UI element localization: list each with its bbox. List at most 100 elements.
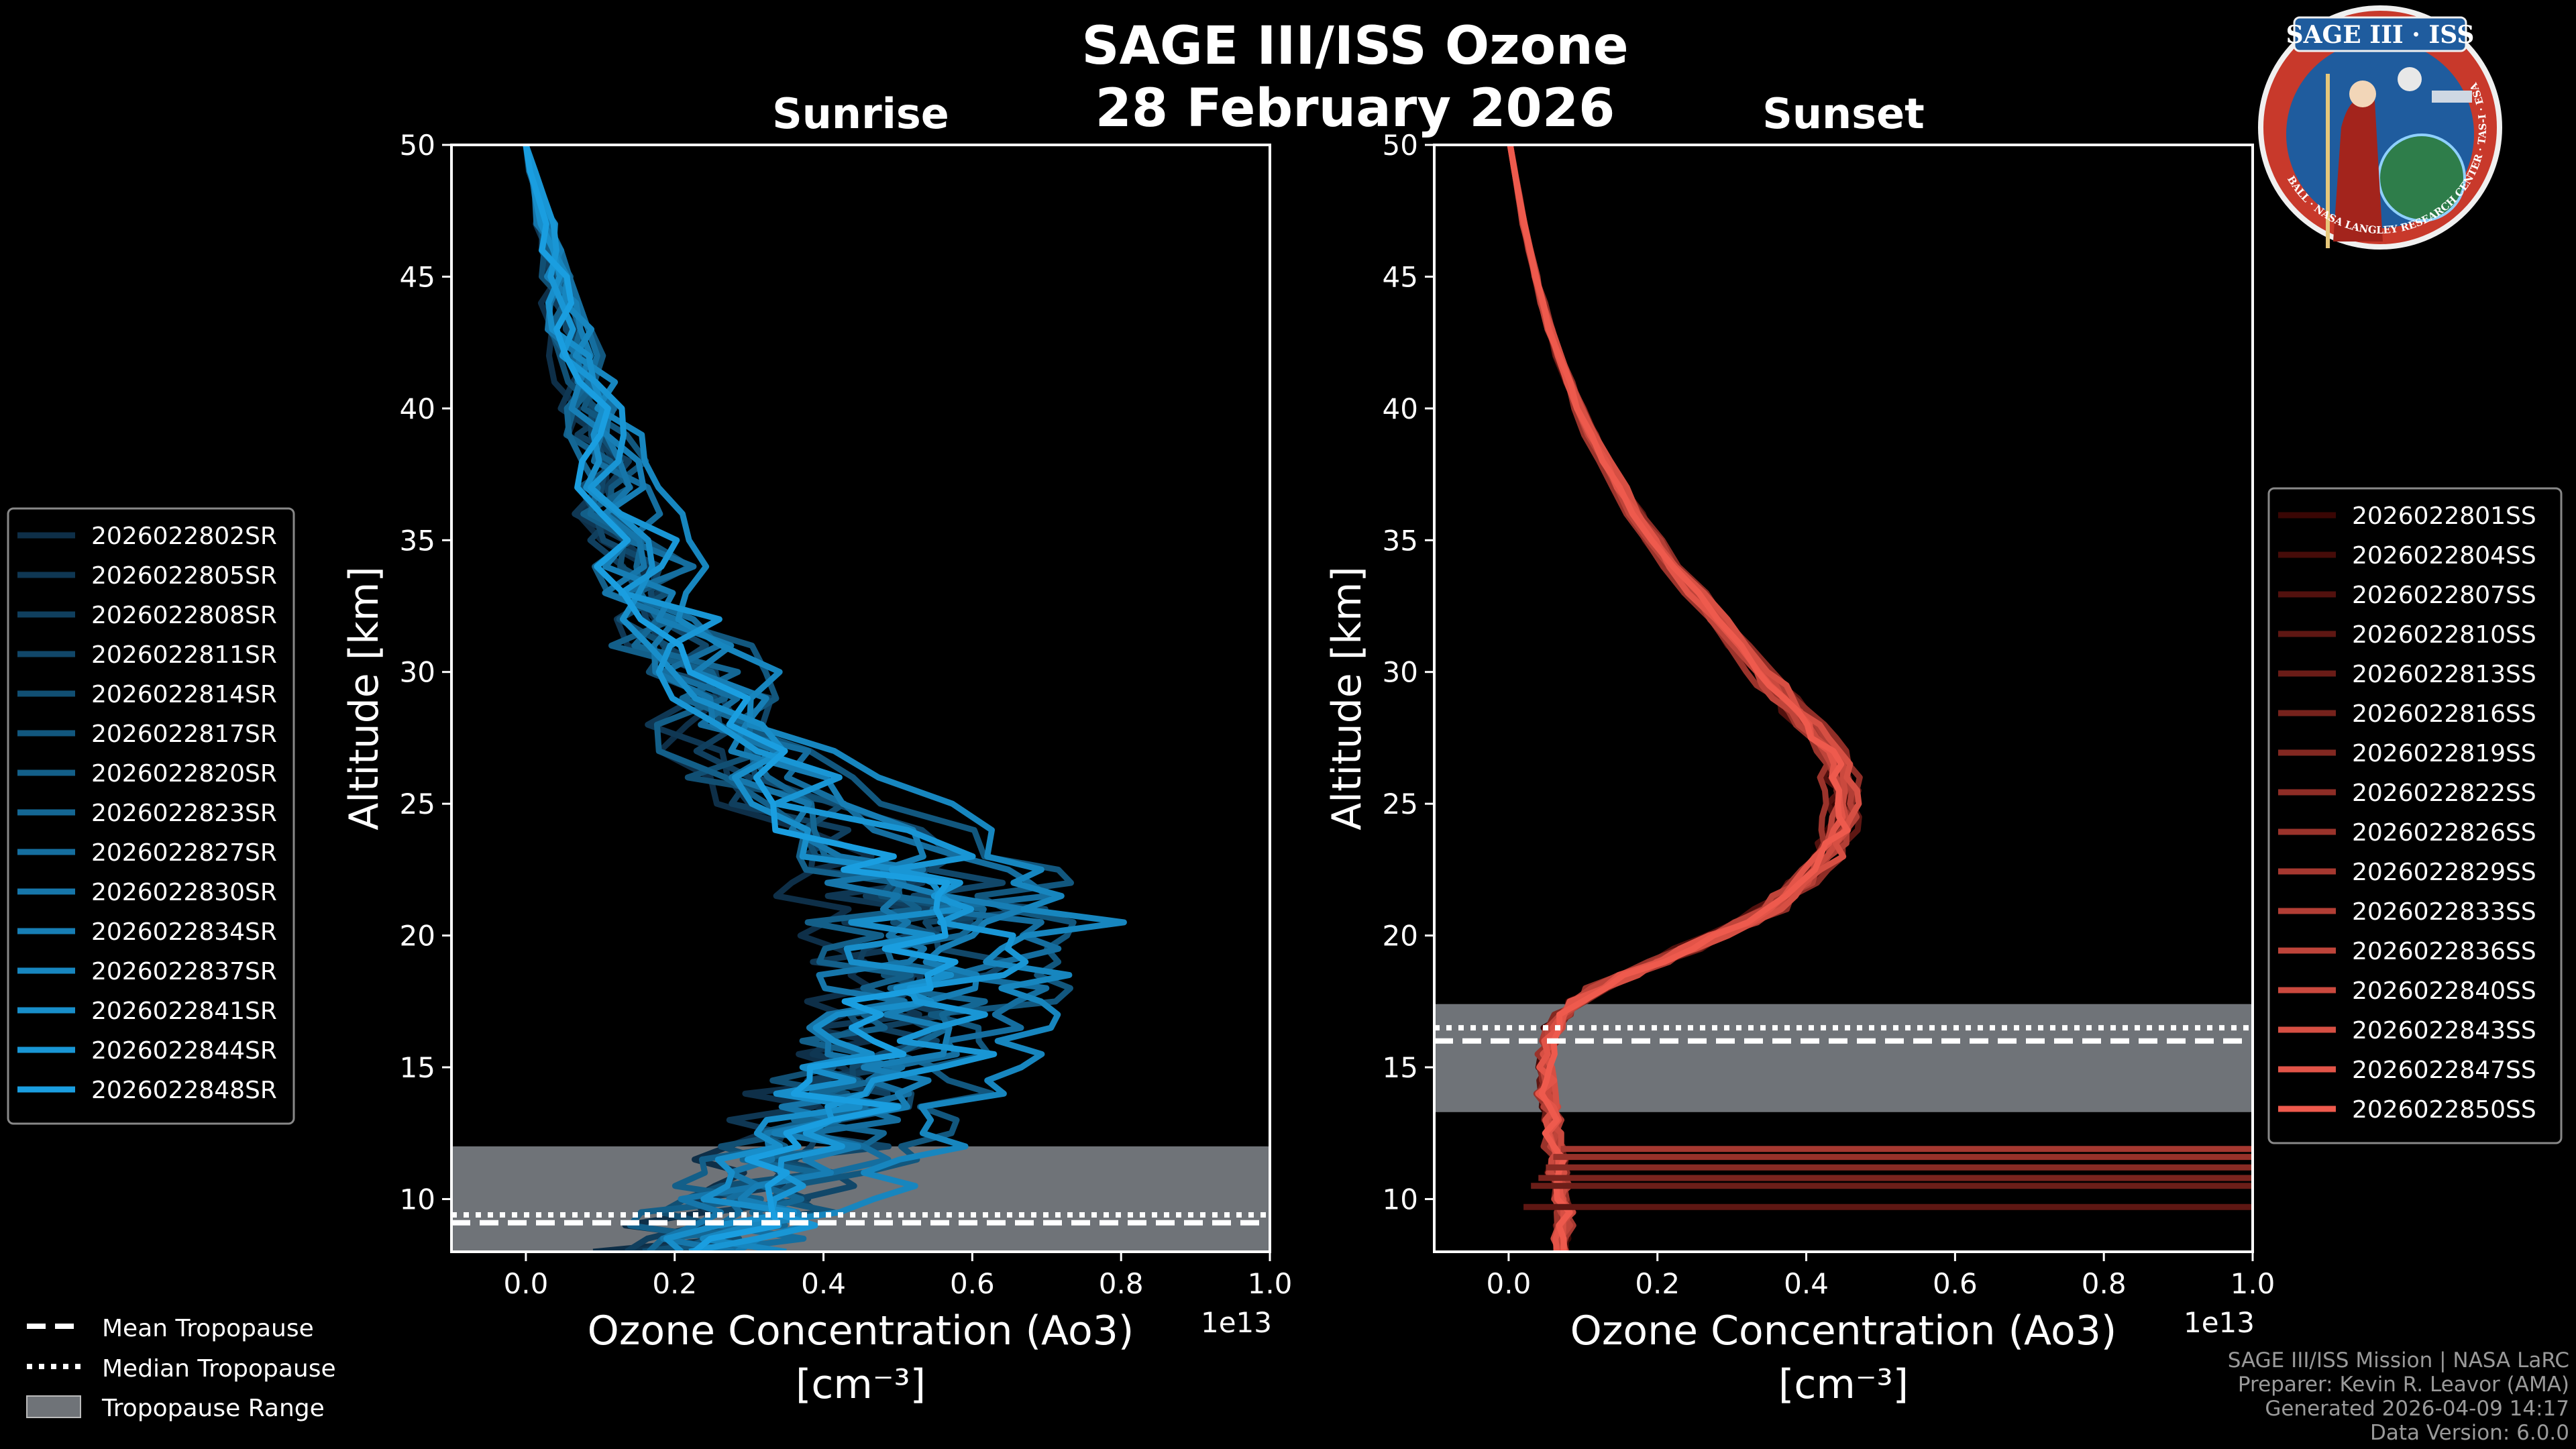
y-tick-label: 10	[1383, 1183, 1418, 1216]
axes-frame	[450, 144, 1271, 1253]
legend-label: 2026022840SS	[2352, 977, 2536, 1005]
sunrise-legend: 2026022802SR 2026022805SR 2026022808SR 2026…	[7, 507, 295, 1125]
y-tick-label: 20	[1383, 920, 1418, 953]
figure-title-line2: 28 February 2026	[1095, 78, 1615, 139]
footer-line-1: SAGE III/ISS Mission | NASA LaRC	[2228, 1348, 2569, 1373]
badge-title: SAGE III · ISS	[2286, 21, 2475, 49]
panel-title: Sunrise	[772, 89, 949, 138]
legend-label: 2026022811SR	[91, 641, 277, 669]
y-tick-label: 30	[400, 656, 435, 689]
legend-label: 2026022836SS	[2352, 938, 2536, 965]
x-axis-units: [cm⁻³]	[1778, 1361, 1909, 1408]
legend-box	[2267, 487, 2563, 1144]
legend-label: 2026022850SS	[2352, 1096, 2536, 1124]
legend-box	[7, 507, 295, 1125]
legend-label: 2026022827SR	[91, 839, 277, 867]
sunset-legend: 2026022801SS 2026022804SS 2026022807SS 2026…	[2267, 487, 2563, 1144]
legend-label: 2026022814SR	[91, 681, 277, 708]
legend-label: 2026022843SS	[2352, 1017, 2536, 1044]
footer-line-2: Preparer: Kevin R. Leavor (AMA)	[2238, 1373, 2569, 1397]
legend-label: 2026022810SS	[2352, 621, 2536, 649]
legend-label: 2026022848SR	[91, 1077, 277, 1104]
panel-title: Sunset	[1762, 89, 1925, 138]
tropopause-range-band	[1434, 1004, 2253, 1112]
sunrise-panel: 10 15 20 25 30 35 40 45 50 0.0 0.2 0.4 0.6 0.8 1.0 1e13…	[341, 89, 1292, 1408]
mission-badge: SAGE III · ISS BALL · NASA LANGLEY RESEA…	[2258, 5, 2502, 250]
y-tick-label: 10	[400, 1183, 435, 1216]
y-tick-label: 40	[1383, 392, 1418, 425]
tropopause-range-label: Tropopause Range	[101, 1395, 325, 1422]
y-tick-label: 40	[400, 392, 435, 425]
x-axis-units: [cm⁻³]	[796, 1361, 926, 1408]
y-tick-label: 25	[1383, 788, 1418, 820]
y-tick-label: 35	[400, 524, 435, 557]
footer-line-3: Generated 2026-04-09 14:17	[2265, 1397, 2569, 1421]
y-tick-label: 15	[400, 1051, 435, 1084]
x-axis-label: Ozone Concentration (Ao3)	[1570, 1307, 2117, 1354]
x-tick-label: 0.8	[2082, 1267, 2127, 1300]
y-tick-label: 20	[400, 920, 435, 953]
y-tick-label: 45	[400, 260, 435, 293]
x-tick-label: 1.0	[1248, 1267, 1293, 1300]
x-scale-label: 1e13	[2184, 1306, 2255, 1339]
legend-label: 2026022802SR	[91, 523, 277, 550]
y-tick-label: 35	[1383, 524, 1418, 557]
legend-label: 2026022817SR	[91, 720, 277, 748]
y-axis-label: Altitude [km]	[1324, 566, 1371, 830]
x-tick-label: 1.0	[2231, 1267, 2275, 1300]
plot-area	[451, 145, 1270, 1252]
badge-astronomer-head	[2349, 80, 2376, 107]
median-tropopause-label: Median Tropopause	[102, 1355, 336, 1383]
x-tick-label: 0.2	[1635, 1267, 1680, 1300]
x-tick-label: 0.8	[1099, 1267, 1144, 1300]
legend-label: 2026022847SS	[2352, 1057, 2536, 1084]
badge-iss-icon	[2432, 91, 2472, 103]
legend-label: 2026022823SR	[91, 800, 277, 827]
tropopause-range-band	[451, 1146, 1270, 1252]
x-tick-label: 0.0	[1487, 1267, 1532, 1300]
legend-label: 2026022805SR	[91, 562, 277, 590]
footer: SAGE III/ISS Mission | NASA LaRC Prepare…	[2228, 1348, 2569, 1445]
legend-label: 2026022833SS	[2352, 898, 2536, 926]
figure-title-line1: SAGE III/ISS Ozone	[1081, 16, 1628, 76]
legend-label: 2026022834SR	[91, 918, 277, 946]
legend-label: 2026022841SR	[91, 998, 277, 1025]
y-tick-label: 25	[400, 788, 435, 820]
legend-label: 2026022822SS	[2352, 780, 2536, 807]
x-tick-label: 0.6	[950, 1267, 995, 1300]
y-tick-label: 50	[1383, 129, 1418, 162]
profile-line-2026022848SR	[523, 145, 959, 1252]
tropopause-legend: Mean Tropopause Median Tropopause Tropop…	[26, 1315, 336, 1422]
x-tick-label: 0.4	[801, 1267, 846, 1300]
legend-label: 2026022801SS	[2352, 502, 2536, 530]
footer-line-4: Data Version: 6.0.0	[2370, 1421, 2569, 1445]
profile-line-2026022850SS	[1507, 145, 1851, 1252]
legend-label: 2026022844SR	[91, 1037, 277, 1065]
y-axis-label: Altitude [km]	[341, 566, 388, 830]
x-scale-label: 1e13	[1201, 1306, 1272, 1339]
sunset-panel: 10 15 20 25 30 35 40 45 50 0.0 0.2 0.4 0.6 0.8 1.0 1e13…	[1324, 89, 2275, 1408]
badge-moon-icon	[2398, 67, 2422, 91]
legend-label: 2026022830SR	[91, 879, 277, 906]
legend-label: 2026022807SS	[2352, 582, 2536, 609]
legend-label: 2026022820SR	[91, 760, 277, 788]
tropopause-range-swatch	[26, 1395, 81, 1418]
x-tick-label: 0.4	[1784, 1267, 1829, 1300]
legend-label: 2026022816SS	[2352, 700, 2536, 728]
y-tick-label: 50	[400, 129, 435, 162]
y-tick-label: 45	[1383, 260, 1418, 293]
x-tick-label: 0.0	[504, 1267, 549, 1300]
badge-astronomer-icon	[2333, 97, 2383, 241]
legend-label: 2026022829SS	[2352, 859, 2536, 886]
plot-area	[1434, 145, 2253, 1252]
x-tick-label: 0.2	[652, 1267, 697, 1300]
mean-tropopause-label: Mean Tropopause	[102, 1315, 314, 1342]
legend-label: 2026022819SS	[2352, 740, 2536, 767]
legend-label: 2026022813SS	[2352, 661, 2536, 688]
legend-label: 2026022826SS	[2352, 819, 2536, 847]
x-tick-label: 0.6	[1933, 1267, 1978, 1300]
x-axis-label: Ozone Concentration (Ao3)	[588, 1307, 1134, 1354]
y-tick-label: 30	[1383, 656, 1418, 689]
badge-header-band	[2293, 16, 2467, 52]
